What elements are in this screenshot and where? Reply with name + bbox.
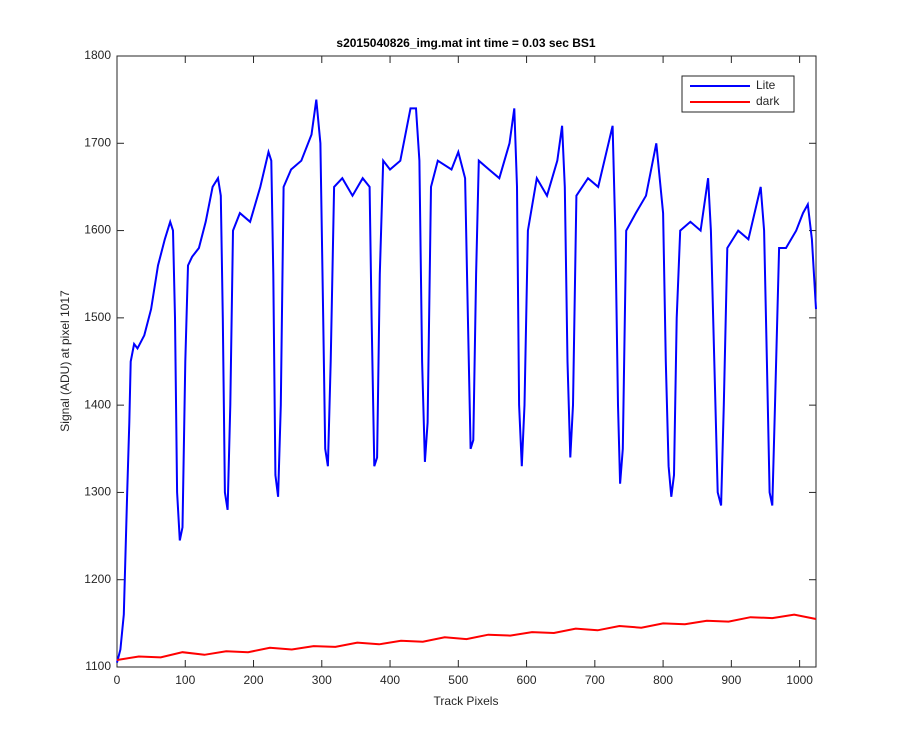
y-tick-label: 1200	[84, 572, 111, 586]
legend-box	[681, 75, 795, 113]
x-tick-label: 900	[721, 673, 741, 687]
x-tick-label: 100	[175, 673, 195, 687]
x-tick-label: 600	[517, 673, 537, 687]
x-tick-label: 200	[244, 673, 264, 687]
chart-title: s2015040826_img.mat int time = 0.03 sec …	[336, 36, 595, 50]
x-tick-label: 400	[380, 673, 400, 687]
y-tick-label: 1400	[84, 397, 111, 411]
y-tick-label: 1100	[85, 659, 111, 673]
x-tick-label: 700	[585, 673, 605, 687]
y-tick-label: 1300	[84, 485, 111, 499]
y-tick-label: 1500	[84, 310, 111, 324]
legend-label: Lite	[756, 78, 776, 92]
y-tick-label: 1600	[84, 223, 111, 237]
x-tick-label: 300	[312, 673, 332, 687]
legend-label: dark	[756, 94, 780, 108]
series-line	[116, 99, 817, 663]
y-tick-label: 1700	[84, 135, 111, 149]
series-line	[116, 613, 817, 661]
x-tick-label: 500	[448, 673, 468, 687]
y-axis-label: Signal (ADU) at pixel 1017	[58, 290, 72, 432]
x-tick-label: 1000	[786, 673, 813, 687]
x-tick-label: 800	[653, 673, 673, 687]
plot-area	[116, 55, 817, 668]
y-tick-label: 1800	[84, 48, 111, 62]
x-axis-label: Track Pixels	[434, 694, 499, 708]
x-tick-label: 0	[114, 673, 121, 687]
